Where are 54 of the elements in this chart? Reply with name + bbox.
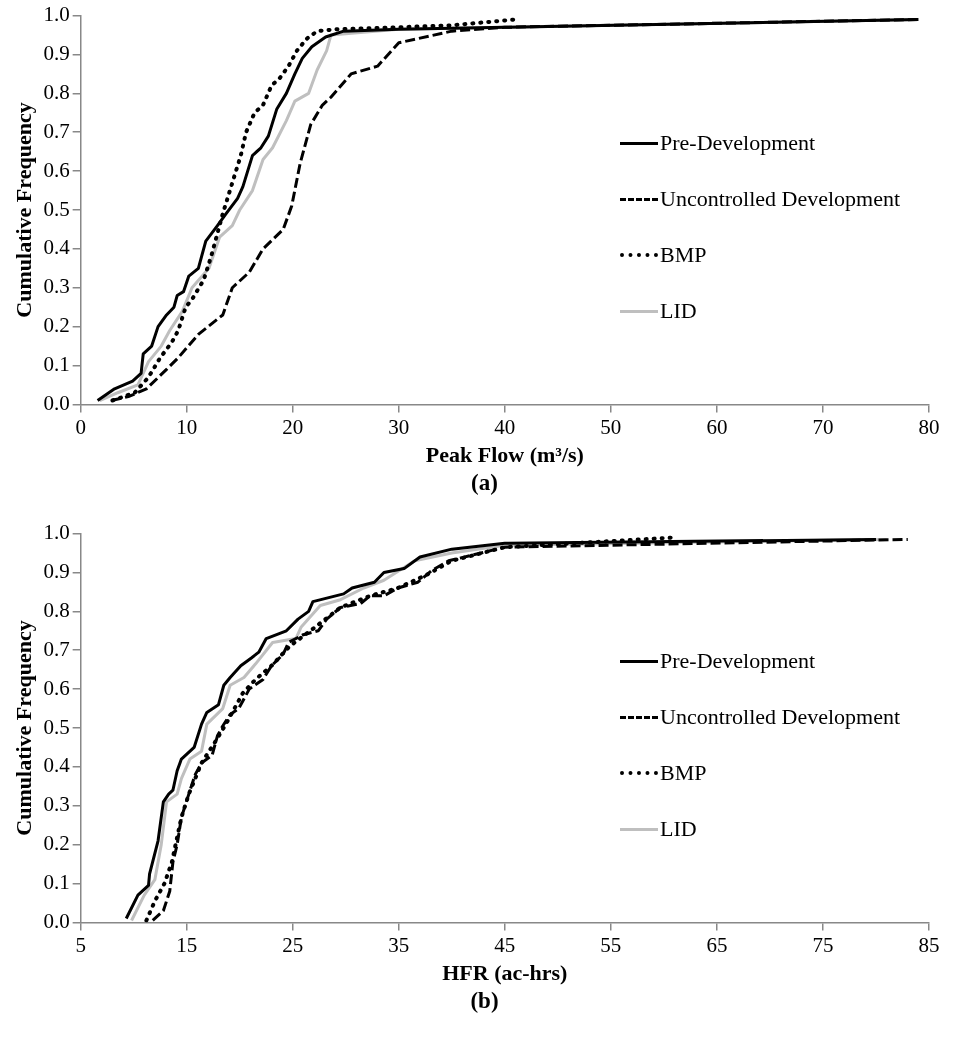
x-axis-title: Peak Flow (m³/s) — [425, 442, 584, 468]
legend-label: LID — [660, 816, 697, 842]
x-tick-label: 45 — [494, 932, 516, 957]
y-tick-label: 0.2 — [43, 313, 70, 338]
x-tick-label: 20 — [282, 414, 304, 439]
y-tick-label: 0.8 — [43, 79, 70, 104]
x-tick-label: 40 — [494, 414, 516, 439]
y-tick-label: 0.0 — [43, 390, 70, 415]
y-tick-label: 0.1 — [43, 352, 70, 377]
x-tick-label: 70 — [812, 414, 834, 439]
y-tick-label: 0.6 — [43, 675, 70, 700]
y-tick-label: 0.9 — [43, 41, 70, 65]
y-tick-label: 0.5 — [43, 196, 70, 221]
legend-label: LID — [660, 298, 697, 324]
x-tick-label: 0 — [75, 414, 86, 439]
x-tick-label: 30 — [388, 414, 410, 439]
y-tick-label: 0.4 — [43, 235, 71, 260]
x-tick-label: 85 — [918, 932, 940, 957]
x-tick-label: 35 — [388, 932, 410, 957]
y-tick-label: 0.3 — [43, 792, 70, 817]
legend-label: Pre-Development — [660, 130, 816, 156]
y-tick-label: 0.9 — [43, 559, 70, 583]
y-tick-label: 0.7 — [43, 118, 70, 143]
y-tick-label: 1.0 — [43, 520, 70, 545]
y-tick-label: 0.7 — [43, 636, 70, 661]
y-tick-label: 0.5 — [43, 714, 70, 739]
y-tick-label: 0.1 — [43, 870, 70, 895]
legend-label: BMP — [660, 760, 707, 786]
y-axis-title: Cumulative Frequency — [10, 102, 36, 318]
x-tick-label: 15 — [176, 932, 198, 957]
legend-label: Uncontrolled Development — [660, 704, 901, 730]
legend-label: Pre-Development — [660, 648, 816, 674]
text: (a) — [470, 470, 499, 496]
x-tick-label: 10 — [176, 414, 198, 439]
x-tick-label: 50 — [600, 414, 622, 439]
x-tick-label: 65 — [706, 932, 728, 957]
legend-label: Uncontrolled Development — [660, 186, 901, 212]
x-tick-label: 60 — [706, 414, 728, 439]
text: (b) — [469, 988, 500, 1014]
y-tick-label: 1.0 — [43, 2, 70, 27]
x-tick-label: 55 — [600, 932, 622, 957]
y-axis-title: Cumulative Frequency — [10, 620, 36, 836]
legend-label: BMP — [660, 242, 707, 268]
x-tick-label: 5 — [75, 932, 86, 957]
y-tick-label: 0.8 — [43, 597, 70, 622]
x-tick-label: 80 — [918, 414, 940, 439]
y-tick-label: 0.6 — [43, 157, 70, 182]
x-tick-label: 75 — [812, 932, 834, 957]
x-axis-title: HFR (ac-hrs) — [442, 960, 568, 986]
y-tick-label: 0.4 — [43, 753, 71, 778]
y-tick-label: 0.3 — [43, 274, 70, 299]
y-tick-label: 0.0 — [43, 908, 70, 933]
y-tick-label: 0.2 — [43, 831, 70, 856]
x-tick-label: 25 — [282, 932, 304, 957]
